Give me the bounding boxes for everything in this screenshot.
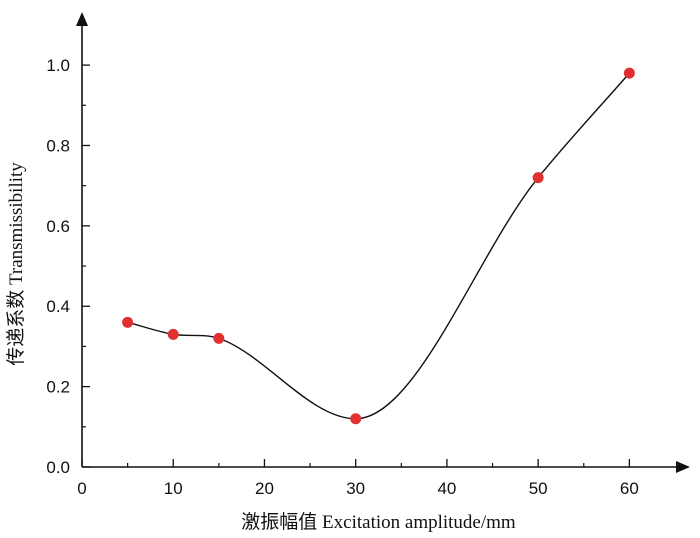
data-point-5 (122, 316, 134, 328)
x-tick-label-60: 60 (620, 479, 639, 498)
y-tick-label-3: 0.6 (46, 217, 70, 236)
y-tick-label-2: 0.4 (46, 297, 70, 316)
data-point-50 (532, 172, 544, 184)
x-axis-arrow (676, 461, 690, 473)
x-tick-label-20: 20 (255, 479, 274, 498)
series-line-0 (127, 72, 630, 420)
data-point-15 (213, 332, 225, 344)
x-tick-label-50: 50 (529, 479, 548, 498)
y-axis-arrow (76, 12, 88, 26)
axes (76, 12, 690, 473)
data-point-10 (167, 328, 179, 340)
x-tick-label-30: 30 (346, 479, 365, 498)
y-tick-label-0: 0.0 (46, 458, 70, 477)
series-layer (122, 67, 635, 425)
data-point-30 (350, 413, 362, 425)
data-point-60 (623, 67, 635, 79)
y-axis-label: 传递系数 Transmissibility (5, 162, 27, 366)
x-tick-label-40: 40 (437, 479, 456, 498)
x-tick-label-0: 0 (77, 479, 86, 498)
x-tick-label-10: 10 (164, 479, 183, 498)
y-tick-label-5: 1.0 (46, 56, 70, 75)
y-tick-label-1: 0.2 (46, 378, 70, 397)
y-tick-label-4: 0.8 (46, 136, 70, 155)
x-axis-label: 激振幅值 Excitation amplitude/mm (241, 511, 516, 533)
ticks: 0 10 20 30 40 50 60 0.0 0.2 0.4 0.6 0.8 1.0 (46, 56, 638, 498)
